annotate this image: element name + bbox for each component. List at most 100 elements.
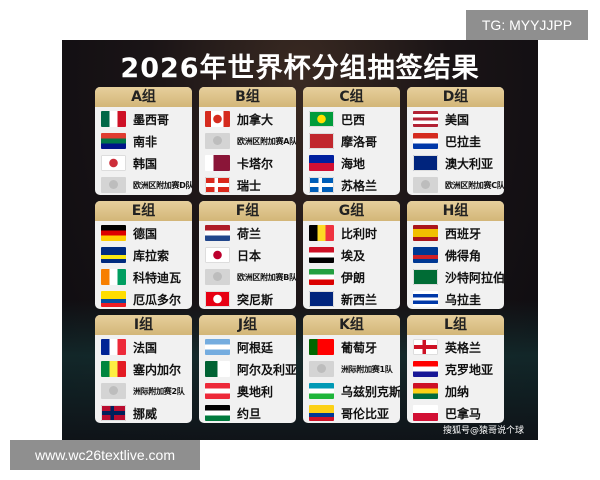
group-card: A组墨西哥南非韩国欧洲区附加赛D队 bbox=[95, 87, 192, 195]
group-title: G组 bbox=[303, 201, 400, 221]
team-row: 埃及 bbox=[309, 245, 400, 265]
team-name: 加纳 bbox=[445, 384, 470, 399]
placeholder-avatar-icon bbox=[205, 269, 230, 285]
flag-icon bbox=[309, 269, 334, 285]
team-name: 加拿大 bbox=[237, 112, 274, 127]
group-card: F组 荷兰日本欧洲区附加赛B队突尼斯 bbox=[199, 201, 296, 309]
team-name: 埃及 bbox=[341, 248, 366, 263]
flag-icon bbox=[413, 291, 438, 307]
flag-icon bbox=[309, 339, 334, 355]
team-name: 巴拉圭 bbox=[445, 134, 482, 149]
flag-icon bbox=[309, 225, 334, 241]
group-title: F组 bbox=[199, 201, 296, 221]
team-name: 厄瓜多尔 bbox=[133, 292, 182, 307]
team-name: 日本 bbox=[237, 248, 262, 263]
team-name: 西班牙 bbox=[445, 226, 482, 241]
team-name: 挪威 bbox=[133, 406, 158, 421]
groups-grid: A组 墨西哥 南非 韩国 欧洲区附加赛D队 B组 加拿大 欧洲区附加赛A队 卡塔尔 瑞士 C组 巴西摩… bbox=[95, 87, 504, 423]
team-name: 南非 bbox=[133, 134, 158, 149]
team-row: 荷兰 bbox=[205, 223, 296, 243]
team-name: 库拉索 bbox=[133, 248, 170, 263]
watermark-top: TG: MYYJJPP bbox=[466, 10, 588, 40]
team-row: 奥地利 bbox=[205, 381, 296, 401]
group-title: J组 bbox=[199, 315, 296, 335]
team-name: 英格兰 bbox=[445, 340, 482, 355]
flag-icon bbox=[413, 155, 438, 171]
team-row: 阿尔及利亚 bbox=[205, 359, 296, 379]
group-card: C组 巴西 摩洛哥 海地 苏格兰 bbox=[303, 87, 400, 195]
team-row: 欧洲区附加赛C队 bbox=[413, 175, 504, 195]
placeholder-avatar-icon bbox=[413, 177, 438, 193]
team-row: 美国 bbox=[413, 109, 504, 129]
flag-icon bbox=[205, 291, 230, 307]
team-row: 库拉索 bbox=[101, 245, 192, 265]
group-title: K组 bbox=[303, 315, 400, 335]
team-name: 欧洲区附加赛A队 bbox=[237, 136, 296, 146]
flag-icon bbox=[309, 111, 334, 127]
team-row: 澳大利亚 bbox=[413, 153, 504, 173]
flag-icon bbox=[101, 111, 126, 127]
group-card: J组阿根廷阿尔及利亚 奥地利 约旦 bbox=[199, 315, 296, 423]
flag-icon bbox=[413, 361, 438, 377]
credit: 搜狐号@猿哥说个球 bbox=[442, 426, 524, 436]
flag-icon bbox=[205, 155, 230, 171]
group-card: D组 美国巴拉圭澳大利亚 欧洲区附加赛C队 bbox=[407, 87, 504, 195]
group-card: I组 法国 塞内加尔 洲际附加赛2队 挪威 bbox=[95, 315, 192, 423]
team-name: 巴拿马 bbox=[445, 406, 482, 421]
team-name: 欧洲区附加赛D队 bbox=[133, 180, 192, 190]
flag-icon bbox=[309, 247, 334, 263]
team-row: 西班牙 bbox=[413, 223, 504, 243]
team-name: 阿根廷 bbox=[237, 340, 274, 355]
flag-icon bbox=[205, 405, 230, 421]
flag-icon bbox=[413, 339, 438, 355]
team-row: 加纳 bbox=[413, 381, 504, 401]
team-row: 海地 bbox=[309, 153, 400, 173]
group-title: C组 bbox=[303, 87, 400, 107]
flag-icon bbox=[101, 361, 126, 377]
team-row: 挪威 bbox=[101, 403, 192, 423]
team-name: 乌拉圭 bbox=[445, 292, 482, 307]
team-row: 加拿大 bbox=[205, 109, 296, 129]
group-title: E组 bbox=[95, 201, 192, 221]
team-name: 哥伦比亚 bbox=[341, 406, 390, 421]
group-card: H组 西班牙 佛得角 沙特阿拉伯 乌拉圭 bbox=[407, 201, 504, 309]
team-row: 墨西哥 bbox=[101, 109, 192, 129]
flag-icon bbox=[205, 111, 230, 127]
team-name: 伊朗 bbox=[341, 270, 366, 285]
team-name: 韩国 bbox=[133, 156, 158, 171]
team-row: 哥伦比亚 bbox=[309, 403, 400, 423]
placeholder-avatar-icon bbox=[205, 133, 230, 149]
team-row: 厄瓜多尔 bbox=[101, 289, 192, 309]
team-row: 苏格兰 bbox=[309, 175, 400, 195]
flag-icon bbox=[309, 155, 334, 171]
team-row: 葡萄牙 bbox=[309, 337, 400, 357]
team-row: 沙特阿拉伯 bbox=[413, 267, 504, 287]
team-name: 乌兹别克斯坦 bbox=[341, 384, 400, 399]
group-title: H组 bbox=[407, 201, 504, 221]
flag-icon bbox=[309, 405, 334, 421]
team-name: 沙特阿拉伯 bbox=[445, 270, 504, 285]
team-name: 突尼斯 bbox=[237, 292, 274, 307]
team-name: 欧洲区附加赛B队 bbox=[237, 272, 296, 282]
team-row: 欧洲区附加赛A队 bbox=[205, 131, 296, 151]
team-name: 法国 bbox=[133, 340, 158, 355]
group-card: B组 加拿大 欧洲区附加赛A队 卡塔尔 瑞士 bbox=[199, 87, 296, 195]
team-row: 乌拉圭 bbox=[413, 289, 504, 309]
watermark-bottom: www.wc26textlive.com bbox=[10, 440, 200, 470]
group-title: A组 bbox=[95, 87, 192, 107]
flag-icon bbox=[101, 291, 126, 307]
group-title: D组 bbox=[407, 87, 504, 107]
team-row: 巴西 bbox=[309, 109, 400, 129]
flag-icon bbox=[309, 383, 334, 399]
team-row: 约旦 bbox=[205, 403, 296, 423]
team-name: 墨西哥 bbox=[133, 112, 170, 127]
group-title: L组 bbox=[407, 315, 504, 335]
team-name: 德国 bbox=[133, 226, 158, 241]
team-name: 瑞士 bbox=[237, 178, 262, 193]
flag-icon bbox=[205, 339, 230, 355]
team-name: 巴西 bbox=[341, 112, 366, 127]
placeholder-avatar-icon bbox=[101, 383, 126, 399]
placeholder-avatar-icon bbox=[309, 361, 334, 377]
flag-icon bbox=[101, 405, 126, 421]
team-row: 巴拉圭 bbox=[413, 131, 504, 151]
